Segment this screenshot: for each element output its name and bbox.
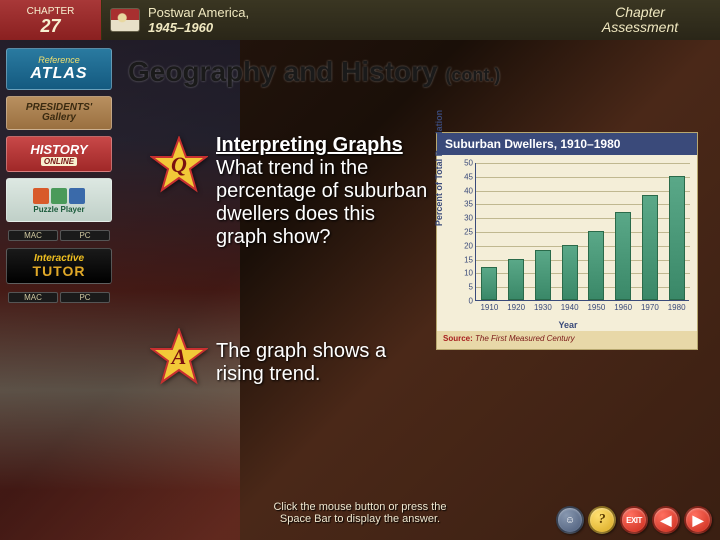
flag-icon <box>110 8 140 32</box>
title-text: Postwar America, 1945–1960 <box>148 5 249 35</box>
puzzle-icon <box>32 187 86 205</box>
chart-ylabel: Percent of Total Population <box>434 93 444 243</box>
content-area: Geography and History (cont.) Q A Interp… <box>120 50 710 490</box>
title-block: Postwar America, 1945–1960 <box>102 0 560 40</box>
chart-xlabel: Year <box>437 320 699 330</box>
assessment-label: Chapter Assessment <box>560 0 720 40</box>
sidebar: Reference ATLAS PRESIDENTS' Gallery HIST… <box>6 48 112 304</box>
tutor-platform-row: MAC PC <box>6 290 112 304</box>
help-button[interactable]: ? <box>588 506 616 534</box>
svg-text:A: A <box>170 344 187 369</box>
slide-heading: Geography and History (cont.) <box>128 56 500 88</box>
tutor-button[interactable]: Interactive TUTOR <box>6 248 112 284</box>
atlas-button[interactable]: Reference ATLAS <box>6 48 112 90</box>
chart-title: Suburban Dwellers, 1910–1980 <box>437 133 697 155</box>
prev-button[interactable]: ◀ <box>652 506 680 534</box>
answer-text: The graph shows a rising trend. <box>216 340 428 386</box>
slide-root: { "chapter": { "label": "CHAPTER", "numb… <box>0 0 720 540</box>
top-bar: CHAPTER 27 Postwar America, 1945–1960 Ch… <box>0 0 720 40</box>
svg-text:Q: Q <box>171 152 187 177</box>
title-main: Postwar America, <box>148 5 249 20</box>
character-button[interactable]: ☺ <box>556 506 584 534</box>
title-years: 1945–1960 <box>148 20 213 35</box>
presidents-button[interactable]: PRESIDENTS' Gallery <box>6 96 112 130</box>
nav-bar: ☺ ? EXIT ◀ ▶ <box>556 506 712 534</box>
puzzle-player-button[interactable]: Puzzle Player <box>6 178 112 222</box>
chart-plot: 5101520253035404550019101920193019401950… <box>475 163 689 301</box>
mac-button[interactable]: MAC <box>8 230 58 241</box>
answer-star-icon: A <box>150 328 208 386</box>
question-text: Interpreting Graphs What trend in the pe… <box>216 134 428 249</box>
pc-button-2[interactable]: PC <box>60 292 110 303</box>
chart-source: Source: The First Measured Century <box>437 331 697 349</box>
chapter-number: 27 <box>0 17 101 35</box>
next-button[interactable]: ▶ <box>684 506 712 534</box>
question-star-icon: Q <box>150 136 208 194</box>
exit-button[interactable]: EXIT <box>620 506 648 534</box>
mac-button-2[interactable]: MAC <box>8 292 58 303</box>
chapter-badge: CHAPTER 27 <box>0 0 102 40</box>
chart-container: Suburban Dwellers, 1910–1980 Percent of … <box>436 132 698 350</box>
puzzle-platform-row: MAC PC <box>6 228 112 242</box>
chapter-label: CHAPTER <box>0 6 101 17</box>
history-online-button[interactable]: HISTORY ONLINE <box>6 136 112 172</box>
chart-area: Percent of Total Population 510152025303… <box>437 155 699 331</box>
pc-button[interactable]: PC <box>60 230 110 241</box>
